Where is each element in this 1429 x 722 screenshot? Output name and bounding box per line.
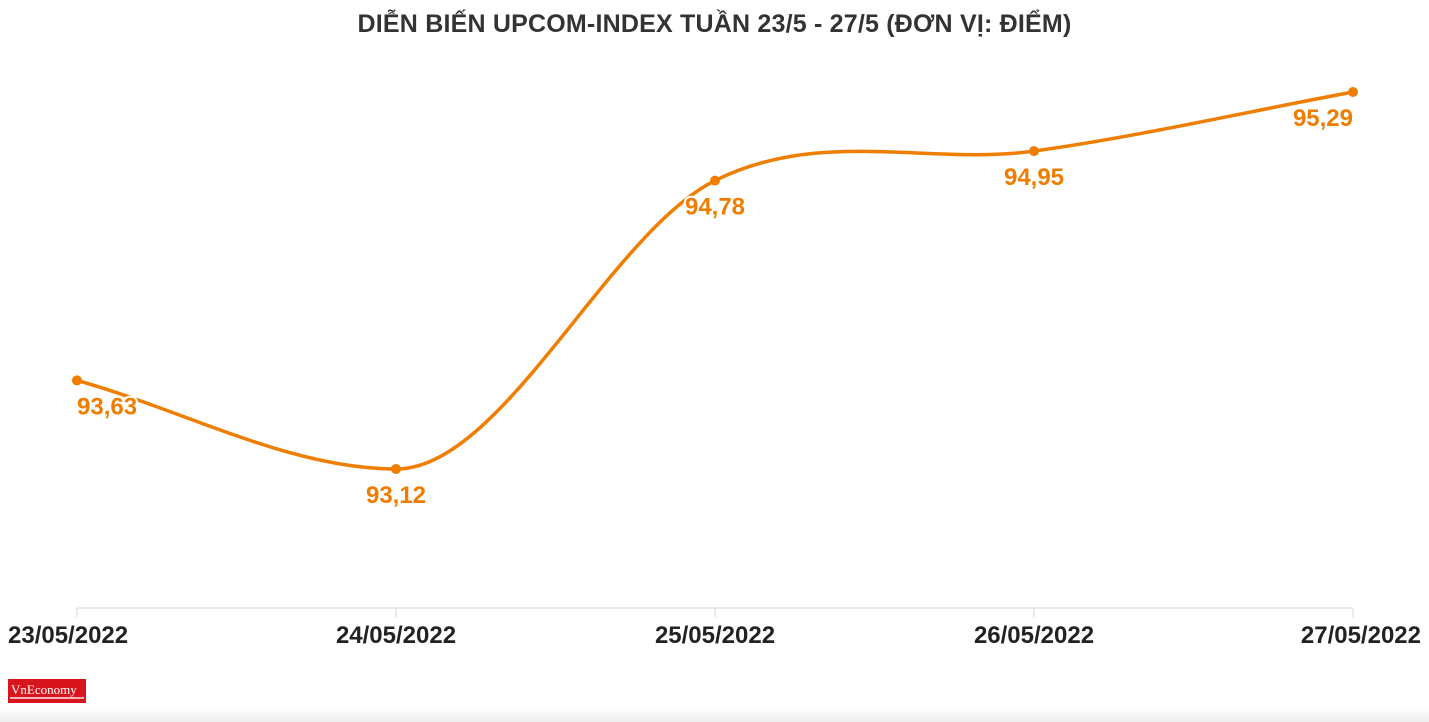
- chart-title: DIỄN BIẾN UPCOM-INDEX TUẦN 23/5 - 27/5 (…: [357, 10, 1072, 38]
- data-label: 94,78: [685, 194, 745, 221]
- data-point: [391, 464, 401, 475]
- data-point: [72, 375, 82, 386]
- x-tick-label: 24/05/2022: [336, 622, 456, 649]
- data-point: [1029, 146, 1039, 157]
- data-label: 95,29: [1293, 105, 1353, 132]
- series-layer: [75, 90, 1355, 471]
- points-layer: [72, 87, 1358, 475]
- data-labels-layer: 93,63 93,12 94,78 94,95 95,29: [75, 103, 1355, 511]
- series-line: [75, 90, 1355, 471]
- x-tick-labels: 23/05/2022 24/05/2022 25/05/2022 26/05/2022…: [8, 622, 1421, 649]
- logo-strip: [10, 697, 84, 699]
- x-tick-label: 23/05/2022: [8, 622, 128, 649]
- x-tick-label: 27/05/2022: [1301, 622, 1421, 649]
- x-tick-label: 26/05/2022: [974, 622, 1094, 649]
- data-label: 93,12: [366, 482, 426, 509]
- x-axis: [76, 607, 1354, 617]
- bottom-fade: [0, 708, 1429, 722]
- data-point: [1348, 87, 1358, 97]
- vneconomy-logo: VnEconomy: [8, 679, 86, 703]
- data-point: [710, 175, 720, 186]
- data-label: 93,63: [77, 393, 137, 420]
- data-label: 94,95: [1004, 164, 1064, 191]
- x-tick-label: 25/05/2022: [655, 622, 775, 649]
